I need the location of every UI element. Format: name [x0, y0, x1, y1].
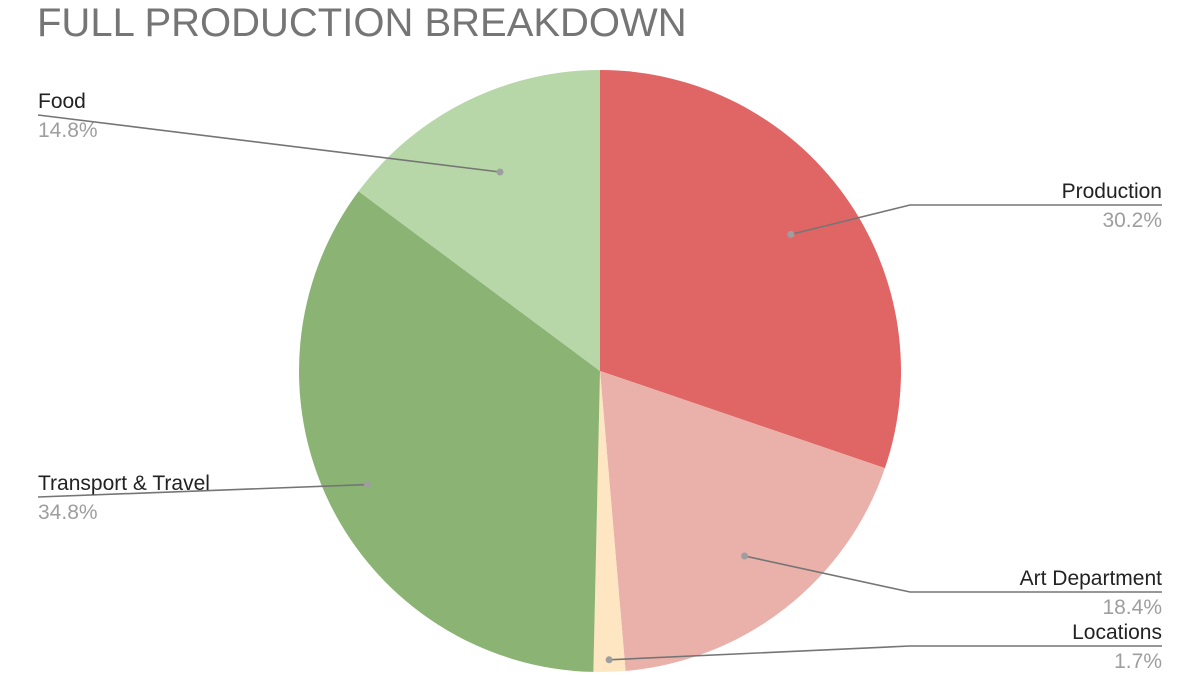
leader-line-transport-and-travel	[37, 483, 368, 498]
leader-lines	[37, 114, 1162, 664]
leader-dot-locations	[605, 656, 613, 664]
leader-dot-production	[787, 230, 795, 238]
leader-dot-transport-and-travel	[363, 481, 371, 489]
pie-slice-production[interactable]	[600, 70, 901, 469]
slice-label-production: Production	[1062, 180, 1162, 203]
leader-dot-food	[496, 168, 504, 176]
slice-label-food: Food	[38, 90, 86, 113]
leader-line-food	[37, 114, 501, 173]
pie-slice-art-department[interactable]	[600, 371, 885, 671]
pie-slice-locations[interactable]	[593, 371, 626, 673]
slice-percent-production: 30.2%	[1102, 209, 1162, 232]
pie-slice-food[interactable]	[358, 70, 600, 371]
leader-dot-art-department	[741, 552, 749, 560]
slice-percent-locations: 1.7%	[1114, 650, 1162, 673]
slice-percent-transport-and-travel: 34.8%	[38, 501, 98, 524]
leader-line-art-department	[744, 555, 1162, 593]
slice-label-transport-and-travel: Transport & Travel	[38, 472, 210, 495]
slice-labels: Production 30.2% Art Department 18.4%Locati…	[38, 90, 1162, 673]
slice-label-locations: Locations	[1072, 621, 1162, 644]
slice-percent-art-department: 18.4%	[1102, 596, 1162, 619]
leader-line-production	[790, 204, 1162, 236]
leader-line-locations	[609, 645, 1162, 661]
chart-title: FULL PRODUCTION BREAKDOWN	[37, 1, 687, 45]
slice-label-art-department: Art Department	[1020, 567, 1163, 590]
slice-percent-food: 14.8%	[38, 119, 98, 142]
pie-slice-transport-and-travel[interactable]	[299, 191, 600, 672]
pie-slices	[299, 70, 901, 673]
